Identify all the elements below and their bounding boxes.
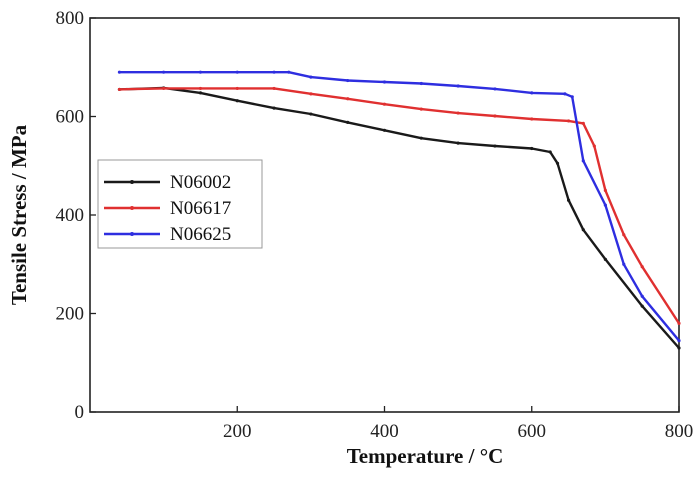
series-layer (117, 70, 681, 350)
data-point (493, 87, 497, 91)
data-point (493, 114, 497, 118)
data-point (581, 159, 585, 163)
legend-marker (130, 206, 134, 210)
data-point (555, 161, 560, 165)
data-point (309, 112, 313, 116)
data-point (287, 70, 291, 74)
data-point (309, 75, 313, 79)
data-point (309, 92, 313, 96)
data-point (622, 262, 626, 266)
data-point (640, 265, 644, 269)
data-point (162, 86, 166, 91)
data-point (640, 294, 644, 298)
data-point (382, 128, 387, 132)
series-line-n06625 (119, 71, 680, 342)
data-point (581, 121, 585, 125)
data-point (581, 228, 585, 232)
data-point (603, 188, 607, 192)
legend-label: N06625 (170, 224, 231, 245)
legend-marker (130, 232, 134, 236)
data-point (419, 81, 423, 86)
data-point (548, 150, 552, 154)
data-point (603, 257, 607, 261)
x-tick-label: 400 (370, 421, 399, 442)
data-point (456, 84, 460, 88)
data-point (530, 146, 534, 151)
data-point (563, 92, 567, 96)
data-point (530, 91, 534, 95)
data-point (677, 346, 681, 350)
data-point (382, 80, 387, 84)
data-point (235, 86, 239, 91)
x-tick-label: 800 (665, 421, 694, 442)
x-tick-label: 200 (223, 421, 252, 442)
data-point (235, 70, 239, 74)
x-tick-label: 600 (518, 421, 547, 442)
data-point (272, 106, 276, 110)
data-point (677, 321, 681, 325)
data-point (493, 144, 497, 148)
data-point (346, 120, 350, 125)
data-point (198, 70, 203, 74)
data-point (346, 97, 350, 101)
data-point (456, 111, 460, 115)
data-point (272, 70, 276, 74)
data-point (640, 304, 644, 308)
y-tick-label: 400 (56, 205, 85, 226)
data-point (570, 95, 574, 99)
legend: N06002 N06617 N06625 (97, 159, 263, 249)
data-point (382, 102, 387, 106)
data-point (419, 107, 423, 111)
y-tick-label: 600 (56, 107, 85, 128)
data-point (566, 119, 571, 123)
y-tick-label: 0 (75, 402, 85, 423)
legend-marker (130, 180, 134, 184)
data-point (198, 86, 203, 91)
data-point (162, 70, 166, 74)
data-point (235, 99, 239, 103)
data-point (566, 198, 571, 202)
data-point (272, 86, 276, 91)
data-point (117, 87, 122, 92)
legend-label: N06002 (170, 172, 231, 193)
data-point (622, 233, 626, 237)
data-point (530, 117, 534, 121)
data-point (419, 136, 423, 140)
data-point (603, 203, 607, 207)
data-point (117, 70, 122, 74)
y-tick-label: 200 (56, 304, 85, 325)
legend-label: N06617 (170, 198, 231, 219)
data-point (592, 144, 596, 148)
x-axis-title: Temperature / °C (347, 444, 504, 468)
data-point (677, 338, 681, 343)
axis-ticks: 200 400 600 800 0 200 400 600 800 (56, 8, 694, 442)
y-tick-label: 800 (56, 8, 85, 29)
data-point (346, 78, 350, 83)
data-point (198, 91, 203, 95)
y-axis-title: Tensile Stress / MPa (7, 124, 31, 305)
data-point (456, 141, 460, 145)
